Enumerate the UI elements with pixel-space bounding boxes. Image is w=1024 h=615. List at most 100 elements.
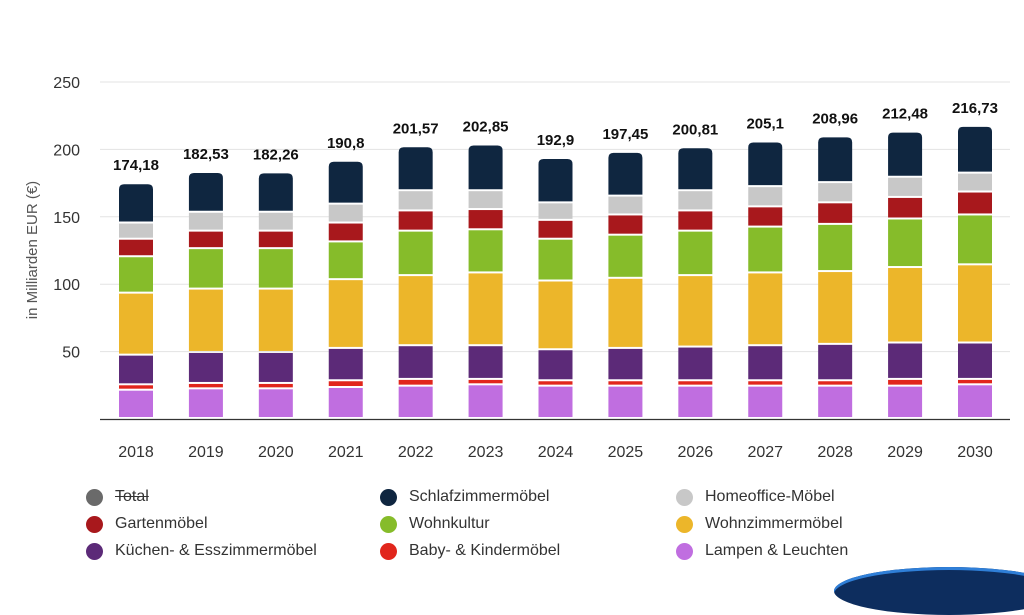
bar-segment — [258, 389, 293, 417]
x-tick-label: 2025 — [608, 444, 644, 461]
bar-segment — [678, 347, 713, 380]
bar-segment — [888, 343, 923, 378]
x-tick-label: 2020 — [258, 444, 294, 461]
bar-segment — [258, 352, 293, 382]
bar-segment — [678, 191, 713, 210]
bar-segment — [119, 355, 153, 384]
total-label: 202,85 — [463, 119, 509, 136]
bar-segment — [888, 386, 923, 417]
bar-segment — [188, 383, 223, 388]
bar-segment — [468, 230, 503, 272]
bar-segment — [258, 383, 293, 388]
bar-segment — [119, 293, 153, 354]
bar-segment — [678, 231, 713, 275]
bar-segment — [538, 381, 573, 385]
bar-segment — [188, 249, 223, 288]
x-tick-label: 2022 — [398, 444, 434, 461]
x-tick-label: 2023 — [468, 444, 504, 461]
bar-stack — [468, 145, 503, 417]
bar-stack — [538, 158, 573, 417]
bar-segment — [258, 249, 293, 288]
legend-swatch — [86, 515, 103, 533]
bar-segment — [538, 281, 573, 349]
bar-segment — [538, 203, 573, 219]
y-tick-label: 250 — [53, 75, 80, 92]
bar-segment — [748, 386, 783, 417]
bar-segment — [678, 211, 713, 230]
bar-segment — [678, 381, 713, 385]
legend-item-homeoffice-moebel[interactable]: Homeoffice-Möbel — [676, 487, 976, 507]
total-labels: 174,18 182,53 182,26 190,8 201,57 202,85 192,9… — [113, 100, 998, 174]
bar-segment — [608, 386, 643, 417]
bar-stack — [328, 161, 363, 417]
x-tick-label: 2028 — [817, 444, 853, 461]
bar-segment — [678, 276, 713, 346]
bar-segment — [888, 268, 923, 342]
bar-segment — [608, 348, 643, 380]
bar-segment — [748, 207, 783, 226]
bar-segment — [398, 191, 433, 210]
bar-segment — [958, 379, 992, 384]
stacked-bar-chart: 50 100 150 200 250 in Milliarden EUR (€) 174… — [24, 75, 1010, 461]
bar-stack — [119, 184, 153, 417]
legend-swatch — [676, 542, 693, 560]
x-tick-label: 2027 — [747, 444, 783, 461]
total-label: 200,81 — [672, 121, 718, 138]
bar-segment — [398, 346, 433, 378]
bar-segment — [258, 173, 293, 211]
legend-label: Gartenmöbel — [115, 515, 208, 532]
bar-segment — [678, 386, 713, 417]
x-tick-label: 2024 — [538, 444, 574, 461]
bar-segment — [958, 343, 992, 378]
bar-segment — [188, 352, 223, 382]
bar-stack — [958, 126, 992, 417]
y-tick-label: 50 — [62, 345, 80, 362]
legend-item-schlafzimmermoebel[interactable]: Schlafzimmermöbel — [380, 487, 676, 507]
bar-segment — [538, 350, 573, 380]
bar-segment — [328, 204, 363, 222]
legend-item-wohnzimmermoebel[interactable]: Wohnzimmermöbel — [676, 514, 976, 534]
bar-segment — [538, 158, 573, 202]
bar-segment — [119, 223, 153, 238]
legend-item-wohnkultur[interactable]: Wohnkultur — [380, 514, 676, 534]
total-label: 174,18 — [113, 157, 159, 174]
bar-segment — [188, 231, 223, 248]
legend-item-kuechen-esszimmermoebel[interactable]: Küchen- & Esszimmermöbel — [86, 541, 380, 561]
bar-segment — [538, 220, 573, 238]
total-label: 212,48 — [882, 106, 928, 123]
legend-label: Wohnzimmermöbel — [705, 515, 843, 532]
bar-segment — [818, 344, 853, 380]
y-axis-ticks: 50 100 150 200 250 — [53, 75, 80, 362]
legend-item-gartenmoebel[interactable]: Gartenmöbel — [86, 514, 380, 534]
legend-item-baby-kindermoebel[interactable]: Baby- & Kindermöbel — [380, 541, 676, 561]
legend-label: Küchen- & Esszimmermöbel — [115, 542, 317, 559]
bar-segment — [818, 203, 853, 223]
bar-segment — [328, 161, 363, 203]
legend-item-total[interactable]: Total — [86, 487, 380, 507]
x-tick-label: 2021 — [328, 444, 364, 461]
bar-segment — [958, 265, 992, 342]
total-label: 190,8 — [327, 135, 365, 152]
bar-segment — [328, 387, 363, 417]
bar-segment — [119, 184, 153, 222]
legend-swatch — [380, 542, 397, 560]
bar-segment — [468, 191, 503, 209]
x-tick-label: 2026 — [678, 444, 714, 461]
legend-item-lampen-leuchten[interactable]: Lampen & Leuchten — [676, 541, 976, 561]
bar-segment — [258, 231, 293, 248]
legend-label: Wohnkultur — [409, 515, 490, 532]
bar-segment — [608, 381, 643, 385]
bar-segment — [468, 210, 503, 229]
y-tick-label: 200 — [53, 142, 80, 159]
bar-segment — [608, 215, 643, 234]
bar-segment — [188, 389, 223, 417]
bar-stack — [818, 137, 853, 417]
legend-swatch — [86, 488, 103, 506]
bar-stack — [678, 148, 713, 417]
bar-segment — [398, 386, 433, 417]
bar-segment — [398, 276, 433, 345]
bar-segment — [398, 211, 433, 230]
x-tick-label: 2029 — [887, 444, 923, 461]
bar-segment — [258, 289, 293, 351]
bar-segment — [748, 142, 783, 186]
